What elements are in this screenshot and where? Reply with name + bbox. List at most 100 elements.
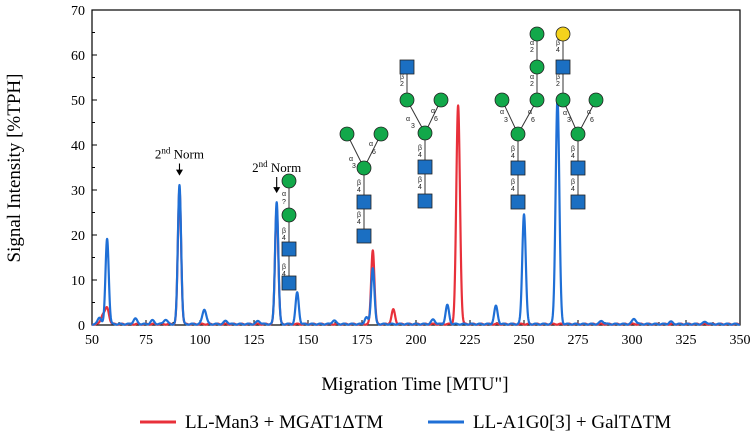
linkage-label: 6 xyxy=(590,117,594,124)
mannose-circle xyxy=(555,92,571,108)
series-line-red xyxy=(91,104,741,326)
glcnac-square xyxy=(570,160,586,176)
x-tick-label: 325 xyxy=(676,333,697,348)
mannose-circle xyxy=(339,126,355,142)
x-tick-label: 125 xyxy=(244,333,265,348)
linkage-label: α xyxy=(349,156,353,163)
y-tick-label: 40 xyxy=(71,139,85,154)
mannose-circle xyxy=(373,126,389,142)
mannose-circle xyxy=(399,92,415,108)
norm-arrowhead xyxy=(273,187,281,194)
y-tick-label: 50 xyxy=(71,94,85,109)
x-tick-label: 275 xyxy=(568,333,589,348)
glcnac-square xyxy=(555,59,571,75)
linkage-label: 4 xyxy=(357,219,361,226)
linkage-label: 3 xyxy=(504,117,508,124)
linkage-label: β xyxy=(418,177,422,184)
linkage-label: 4 xyxy=(282,235,286,242)
linkage-label: 4 xyxy=(556,47,560,54)
x-tick-label: 75 xyxy=(139,333,153,348)
norm-arrowhead xyxy=(175,169,183,176)
glcnac-square xyxy=(399,59,415,75)
mannose-circle xyxy=(570,126,586,142)
linkage-label: β xyxy=(556,74,560,81)
mannose-circle xyxy=(588,92,604,108)
linkage-label: 2 xyxy=(400,81,404,88)
x-axis-title: Migration Time [MTU"] xyxy=(321,374,508,395)
galactose-circle xyxy=(555,26,571,42)
mannose-circle xyxy=(529,59,545,75)
x-tick-label: 250 xyxy=(514,333,535,348)
y-tick-label: 70 xyxy=(71,4,85,19)
linkage-label: 6 xyxy=(434,116,438,123)
mannose-circle xyxy=(433,92,449,108)
glcnac-square xyxy=(417,193,433,209)
linkage-label: 4 xyxy=(511,153,515,160)
legend: LL-Man3 + MGAT1ΔTM LL-A1G0[3] + GalTΔTM xyxy=(140,412,671,433)
linkage-label: α xyxy=(406,116,410,123)
glcnac-square xyxy=(356,228,372,244)
linkage-label: β xyxy=(357,212,361,219)
mannose-circle xyxy=(281,173,297,189)
x-tick-label: 350 xyxy=(730,333,751,348)
linkage-label: 4 xyxy=(418,184,422,191)
linkage-label: α xyxy=(369,141,373,148)
y-tick-label: 60 xyxy=(71,49,85,64)
norm-annotation: 2nd Norm xyxy=(252,159,301,175)
x-tick-label: 50 xyxy=(85,333,99,348)
glcnac-square xyxy=(510,160,526,176)
x-tick-label: 175 xyxy=(352,333,373,348)
linkage-label: 3 xyxy=(352,163,356,170)
linkage-label: 4 xyxy=(571,186,575,193)
mannose-circle xyxy=(281,207,297,223)
linkage-label: 4 xyxy=(511,186,515,193)
linkage-label: α xyxy=(563,110,567,117)
y-tick-label: 10 xyxy=(71,274,85,289)
linkage-label: α xyxy=(587,109,591,116)
linkage-label: β xyxy=(357,180,361,187)
linkage-label: α xyxy=(530,40,534,47)
mannose-circle xyxy=(494,92,510,108)
linkage-label: β xyxy=(282,264,286,271)
linkage-label: β xyxy=(571,179,575,186)
annotations: 2nd Norm 2nd Norm xyxy=(155,146,301,194)
mannose-circle xyxy=(529,92,545,108)
linkage-label: α xyxy=(431,108,435,115)
linkage-label: 4 xyxy=(571,153,575,160)
linkage-label: 4 xyxy=(357,187,361,194)
y-tick-label: 20 xyxy=(71,229,85,244)
linkage-label: 2 xyxy=(530,81,534,88)
linkage-label: 6 xyxy=(531,117,535,124)
glcnac-square xyxy=(417,159,433,175)
y-tick-label: 30 xyxy=(71,184,85,199)
x-tick-label: 150 xyxy=(298,333,319,348)
linkage-label: β xyxy=(571,146,575,153)
mannose-circle xyxy=(356,160,372,176)
plot-frame xyxy=(91,9,741,326)
x-tick-label: 200 xyxy=(406,333,427,348)
y-axis-title: Signal Intensity [%TPH] xyxy=(4,74,25,263)
legend-label-red: LL-Man3 + MGAT1ΔTM xyxy=(185,412,383,433)
linkage-label: α xyxy=(530,74,534,81)
series-line-blue xyxy=(91,98,741,326)
norm-annotation: 2nd Norm xyxy=(155,146,204,162)
x-tick-label: 300 xyxy=(622,333,643,348)
linkage-label: α xyxy=(282,191,286,198)
glcnac-square xyxy=(570,194,586,210)
linkage-label: β xyxy=(511,146,515,153)
linkage-label: 2 xyxy=(556,81,560,88)
glycan-structures: α?β4β4α3α6β4β4β2α3α6β4β4α2α2α3α6β4β4β4β2… xyxy=(281,26,604,291)
glcnac-square xyxy=(281,275,297,291)
linkage-label: β xyxy=(282,228,286,235)
glcnac-square xyxy=(510,194,526,210)
axes: 50 75 100 125 150 175 200 225 250 275 300 325 350010… xyxy=(71,4,751,348)
linkage-label: β xyxy=(511,179,515,186)
linkage-label: α xyxy=(528,109,532,116)
linkage-label: 2 xyxy=(530,47,534,54)
linkage-label: 6 xyxy=(372,149,376,156)
glcnac-square xyxy=(281,241,297,257)
linkage-label: ? xyxy=(282,199,286,206)
linkage-label: α xyxy=(500,109,504,116)
legend-label-blue: LL-A1G0[3] + GalTΔTM xyxy=(473,412,671,433)
